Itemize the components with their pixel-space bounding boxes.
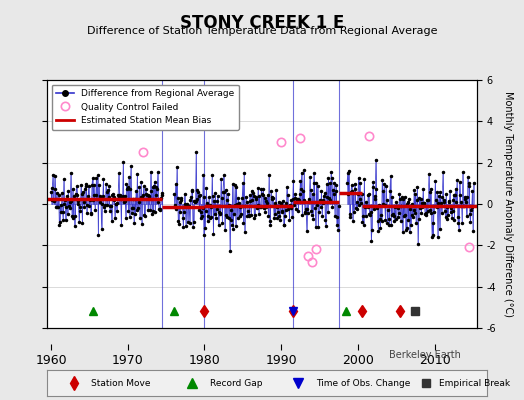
Text: Difference of Station Temperature Data from Regional Average: Difference of Station Temperature Data f… [87,26,437,36]
Text: Time of Obs. Change: Time of Obs. Change [315,378,410,388]
Text: Station Move: Station Move [91,378,151,388]
Text: Berkeley Earth: Berkeley Earth [389,350,461,360]
Text: Empirical Break: Empirical Break [439,378,510,388]
Y-axis label: Monthly Temperature Anomaly Difference (°C): Monthly Temperature Anomaly Difference (… [503,91,513,317]
Text: Record Gap: Record Gap [210,378,263,388]
Legend: Difference from Regional Average, Quality Control Failed, Estimated Station Mean: Difference from Regional Average, Qualit… [52,84,239,130]
Text: STONY CREEK 1 E: STONY CREEK 1 E [180,14,344,32]
